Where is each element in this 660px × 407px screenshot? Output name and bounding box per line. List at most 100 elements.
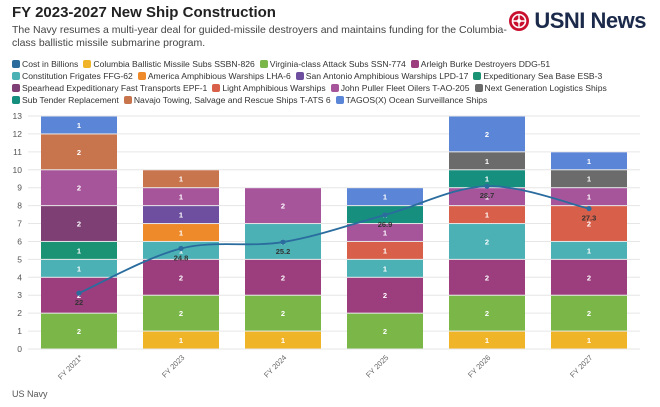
legend-label: Navajo Towing, Salvage and Rescue Ships … xyxy=(133,95,331,105)
legend-swatch xyxy=(12,96,20,104)
bar-segment xyxy=(143,224,219,241)
grid-layer xyxy=(28,115,640,350)
legend-label: John Puller Fleet Oilers T-AO-205 xyxy=(340,83,470,93)
bar-data-label: 2 xyxy=(485,309,489,318)
bar-data-label: 2 xyxy=(281,273,285,282)
cost-label: 22 xyxy=(75,298,83,307)
bar-segment xyxy=(347,313,423,349)
globe-icon xyxy=(509,11,530,31)
legend-label: TAGOS(X) Ocean Surveillance Ships xyxy=(345,95,488,105)
legend-swatch xyxy=(137,72,146,80)
bar-segment xyxy=(245,295,321,331)
bar-data-label: 1 xyxy=(485,336,489,345)
y-tick-label: 6 xyxy=(17,236,22,246)
legend-item[interactable]: TAGOS(X) Ocean Surveillance Ships xyxy=(335,94,488,106)
legend-item[interactable]: America Amphibious Warships LHA-6 xyxy=(137,70,291,82)
cost-label: 27.3 xyxy=(582,214,597,223)
legend-item[interactable]: John Puller Fleet Oilers T-AO-205 xyxy=(330,82,470,94)
bar-data-label: 1 xyxy=(179,336,183,345)
bar-segment xyxy=(347,241,423,259)
legend-item[interactable]: Cost in Billions xyxy=(12,58,78,70)
y-tick-label: 11 xyxy=(13,147,22,157)
bar-data-label: 2 xyxy=(485,237,489,246)
bar-data-label: 2 xyxy=(383,327,387,336)
legend-swatch xyxy=(12,84,20,92)
cost-label: 24.8 xyxy=(174,253,189,262)
legend-label: Light Amphibious Warships xyxy=(222,83,326,93)
bar-data-label: 1 xyxy=(383,264,387,273)
bar-segment xyxy=(143,331,219,349)
legend-swatch xyxy=(83,60,92,68)
y-tick-label: 2 xyxy=(17,308,22,318)
legend-label: Columbia Ballistic Missile Subs SSBN-826 xyxy=(93,59,255,69)
bar-data-label: 1 xyxy=(485,175,489,184)
legend-label: America Amphibious Warships LHA-6 xyxy=(147,71,291,81)
bar-data-label: 1 xyxy=(485,157,489,166)
legend-swatch xyxy=(474,84,483,92)
cost-label: 28.7 xyxy=(480,191,495,200)
bar-segment xyxy=(449,152,525,170)
bar-segment xyxy=(551,241,627,259)
chart-subtitle: The Navy resumes a multi-year deal for g… xyxy=(12,24,507,49)
legend-item[interactable]: Constitution Frigates FFG-62 xyxy=(12,70,133,82)
cost-point xyxy=(484,183,490,189)
y-tick-label: 5 xyxy=(17,254,22,264)
bar-segment xyxy=(245,188,321,224)
y-tick-label: 12 xyxy=(13,129,23,139)
bar-segment xyxy=(143,295,219,331)
y-tick-label: 0 xyxy=(17,344,22,354)
bar-data-label: 2 xyxy=(587,309,591,318)
bar-data-label: 2 xyxy=(77,184,81,193)
bar-data-label: 1 xyxy=(179,211,183,220)
cost-point xyxy=(178,245,184,252)
bar-data-label: 1 xyxy=(77,246,81,255)
bar-segment xyxy=(41,206,117,241)
bar-segment xyxy=(143,170,219,188)
bar-data-label: 1 xyxy=(587,246,591,255)
legend-item[interactable]: San Antonio Amphibious Warships LPD-17 xyxy=(295,70,469,82)
usni-news-logo[interactable]: USNI News xyxy=(508,8,646,34)
legend-swatch xyxy=(410,60,419,68)
legend-item[interactable]: Expeditionary Sea Base ESB-3 xyxy=(473,70,602,82)
bar-data-label: 1 xyxy=(179,229,183,238)
bar-segment xyxy=(551,152,627,170)
bar-data-label: 2 xyxy=(179,309,183,318)
legend-item[interactable]: Spearhead Expeditionary Fast Transports … xyxy=(12,82,207,94)
legend-item[interactable]: Sub Tender Replacement xyxy=(12,94,119,106)
y-tick-label: 7 xyxy=(17,219,22,229)
bar-segment xyxy=(449,206,525,224)
y-tick-label: 8 xyxy=(17,201,22,211)
bar-segment xyxy=(551,188,627,206)
bar-layer: 2211222112211111122222211111122211112122… xyxy=(41,116,627,349)
bar-segment xyxy=(551,331,627,349)
bar-segment xyxy=(143,206,219,224)
bar-segment xyxy=(41,259,117,277)
cost-label: 26.9 xyxy=(378,220,393,229)
legend-item[interactable]: Arleigh Burke Destroyers DDG-51 xyxy=(410,58,550,70)
cost-label: 25.2 xyxy=(276,247,291,256)
legend-label: Next Generation Logistics Ships xyxy=(484,83,607,93)
legend-item[interactable]: Columbia Ballistic Missile Subs SSBN-826 xyxy=(83,58,255,70)
x-tick-label: FY 2027 xyxy=(568,353,594,379)
bar-data-label: 1 xyxy=(485,193,489,202)
legend-item[interactable]: Next Generation Logistics Ships xyxy=(474,82,607,94)
legend-label: San Antonio Amphibious Warships LPD-17 xyxy=(305,71,469,81)
chart-title: FY 2023-2027 New Ship Construction xyxy=(12,4,276,21)
bar-segment xyxy=(551,170,627,188)
bar-data-label: 1 xyxy=(383,193,387,202)
bar-data-label: 2 xyxy=(77,220,81,229)
bar-segment xyxy=(245,259,321,295)
bar-segment xyxy=(41,241,117,259)
legend-item[interactable]: Virginia-class Attack Subs SSN-774 xyxy=(259,58,406,70)
legend-item[interactable]: Light Amphibious Warships xyxy=(212,82,326,94)
legend-item[interactable]: Navajo Towing, Salvage and Rescue Ships … xyxy=(123,94,331,106)
bar-data-label: 2 xyxy=(587,220,591,229)
bar-segment xyxy=(347,259,423,277)
bar-segment xyxy=(449,224,525,259)
legend-swatch xyxy=(335,96,344,104)
bar-data-label: 1 xyxy=(587,157,591,166)
y-tick-label: 10 xyxy=(13,165,23,175)
bar-segment xyxy=(41,116,117,134)
